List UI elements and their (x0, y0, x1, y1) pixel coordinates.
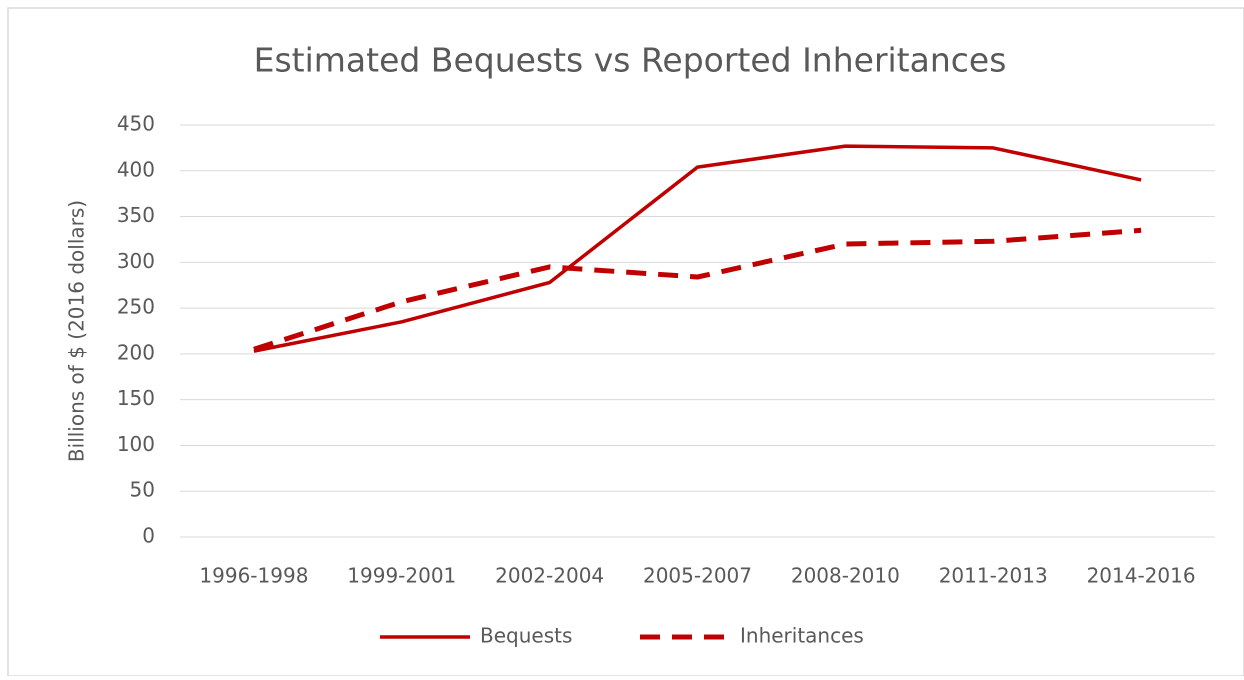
x-tick-label: 2011-2013 (939, 564, 1048, 588)
y-axis-label: Billions of $ (2016 dollars) (65, 200, 89, 462)
series-line (253, 144, 1142, 353)
x-tick-label: 1996-1998 (199, 564, 308, 588)
legend-label: Inheritances (740, 624, 864, 648)
x-tick-label: 2008-2010 (791, 564, 900, 588)
y-tick-label: 50 (130, 478, 155, 502)
y-tick-label: 150 (117, 386, 155, 410)
y-tick-label: 450 (117, 112, 155, 136)
y-tick-label: 250 (117, 295, 155, 319)
legend-label: Bequests (480, 624, 572, 648)
x-tick-label: 2014-2016 (1087, 564, 1196, 588)
chart-frame (7, 7, 1244, 677)
y-tick-label: 350 (117, 203, 155, 227)
y-tick-label: 0 (142, 524, 155, 548)
y-tick-label: 200 (117, 340, 155, 364)
x-tick-label: 2002-2004 (495, 564, 604, 588)
y-tick-label: 400 (117, 157, 155, 181)
x-tick-label: 2005-2007 (643, 564, 752, 588)
y-tick-label: 300 (117, 249, 155, 273)
x-tick-label: 1999-2001 (347, 564, 456, 588)
series-line (253, 227, 1142, 352)
chart-title: Estimated Bequests vs Reported Inheritan… (254, 41, 1007, 80)
y-tick-label: 100 (117, 432, 155, 456)
